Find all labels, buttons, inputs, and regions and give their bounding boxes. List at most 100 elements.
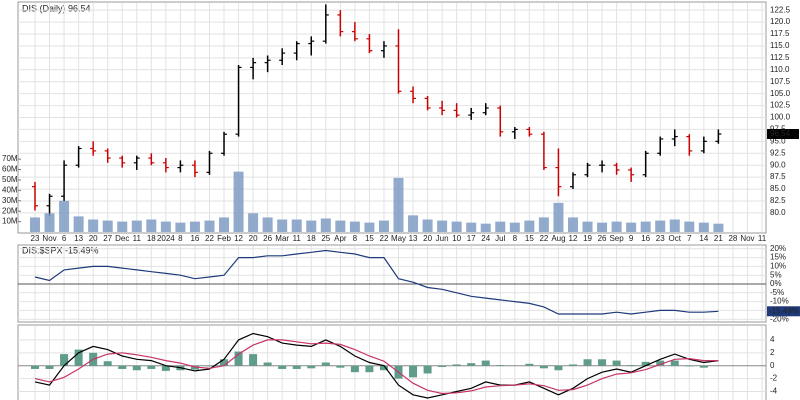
x-tick-label: 16 [641,234,650,243]
y-tick-label: 107.5 [770,77,791,86]
histogram-bar [612,360,621,366]
volume-bar [567,217,578,232]
volume-bar [437,220,448,232]
histogram-bar [467,363,476,366]
histogram-bar [60,354,69,366]
histogram-bar [699,365,708,368]
y-tick-label: 117.5 [770,29,790,38]
y-tick-label: -2 [770,374,778,383]
volume-bar [495,221,506,232]
y-tick-label: 2 [770,348,775,357]
x-tick-label: Dec [115,234,129,243]
volume-bar [88,219,99,232]
volume-bar [669,219,680,232]
x-tick-label: 20 [249,234,258,243]
x-tick-label: 17 [467,234,476,243]
volume-bar [509,222,520,232]
y-tick-label: -10% [770,297,789,306]
x-tick-label: 22 [539,234,548,243]
volume-bar [597,222,608,232]
volume-bar [102,220,113,232]
histogram-bar [103,361,112,366]
x-tick-label: 22 [205,234,214,243]
x-tick-label: May [391,234,406,243]
x-tick-label: 23 [656,234,665,243]
y-tick-label: 70M [2,154,18,163]
volume-bar [553,202,564,232]
x-tick-label: Nov [740,234,754,243]
volume-bar [189,221,200,232]
volume-bar [349,221,360,232]
volume-bar [160,221,171,232]
x-tick-label: 12 [234,234,243,243]
histogram-bar [205,365,214,367]
histogram-bar [525,363,534,366]
volume-bar [248,213,259,232]
histogram-bar [539,365,548,369]
y-tick-label: 112.5 [770,53,790,62]
histogram-bar [263,362,272,366]
x-tick-label: 19 [583,234,592,243]
y-tick-label: 80.0 [770,208,786,217]
histogram-bar [118,365,127,369]
volume-bar [73,216,84,232]
x-tick-label: Jun [436,234,449,243]
y-tick-label: 40M [2,185,18,194]
volume-bar [582,221,593,232]
x-tick-label: Apr [334,234,347,243]
y-tick-label: 115.0 [770,41,790,50]
y-tick-label: 102.5 [770,101,791,110]
histogram-bar [379,365,388,371]
volume-bar [219,217,230,232]
histogram-bar [583,359,592,366]
y-tick-label: 95.0 [770,136,786,145]
y-tick-label: 90.0 [770,160,786,169]
histogram-bar [670,360,679,366]
x-tick-label: 8 [178,234,183,243]
x-tick-label: 13 [74,234,83,243]
x-tick-label: 11 [133,234,142,243]
volume-bar [277,219,288,232]
value-label: -15.49% [769,306,799,315]
x-tick-label: 24 [481,234,490,243]
histogram-bar [409,365,418,378]
x-tick-label: 2024 [157,234,175,243]
volume-bar [480,223,491,232]
y-tick-label: 122.5 [770,5,791,14]
y-tick-label: 120.0 [770,17,791,26]
histogram-bar [438,365,447,368]
x-tick-label: 16 [190,234,199,243]
y-tick-label: 82.5 [770,196,786,205]
y-tick-label: 20% [770,244,786,253]
histogram-bar [685,365,694,367]
volume-bar [698,222,709,232]
macd-panel [17,324,767,400]
y-tick-label: 10M [2,217,18,226]
histogram-bar [350,365,359,373]
x-tick-label: 15 [525,234,534,243]
histogram-bar [307,365,316,369]
y-tick-label: 85.0 [770,184,786,193]
histogram-bar [31,365,39,369]
volume-bar [422,219,433,232]
x-tick-label: 26 [598,234,607,243]
volume-bar [393,177,404,232]
volume-bar [335,220,346,232]
volume-bar [59,200,70,232]
volume-bar [44,213,55,232]
y-tick-label: 15% [770,253,786,262]
histogram-bar [598,359,607,366]
histogram-bar [452,364,461,366]
y-tick-label: 50M [2,175,18,184]
volume-bar [538,217,549,232]
macd-line [34,332,719,399]
volume-bar [117,221,128,232]
y-tick-label: 60M [2,165,18,174]
histogram-bar [321,362,330,366]
y-tick-label: 0% [770,279,782,288]
x-tick-label: 23 [31,234,40,243]
volume-bar [30,217,40,232]
x-tick-label: 13 [409,234,418,243]
last-price-box [767,129,799,140]
